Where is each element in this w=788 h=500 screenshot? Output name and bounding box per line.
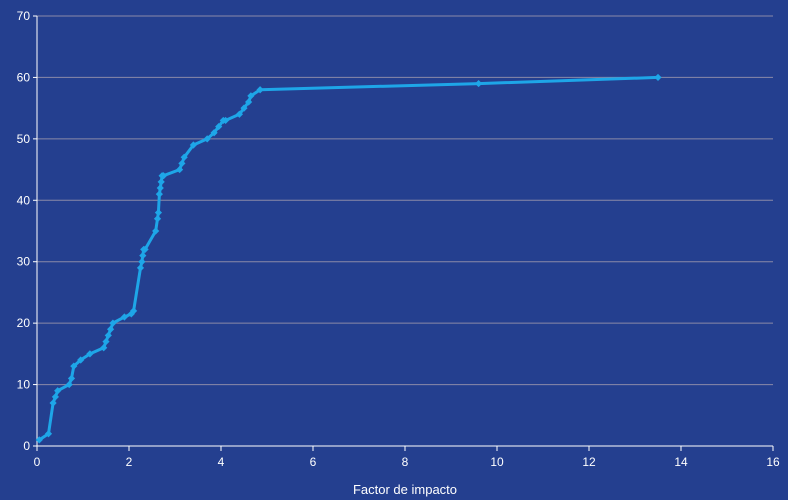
data-point-marker (49, 399, 57, 407)
gridlines (37, 15, 773, 386)
x-tick-label: 6 (310, 455, 317, 469)
data-point-marker (156, 184, 164, 192)
data-point-marker (152, 227, 160, 235)
x-tick-label: 16 (766, 455, 780, 469)
data-point-marker (136, 264, 145, 272)
data-point-marker (154, 208, 163, 217)
data-point-marker (215, 122, 223, 131)
x-tick-label: 8 (402, 455, 409, 469)
y-tick-label: 60 (17, 70, 31, 84)
y-tick-label: 10 (17, 378, 31, 392)
data-point-marker (157, 178, 165, 186)
data-point-marker (247, 92, 255, 100)
data-point-marker (203, 135, 211, 143)
x-tick-label: 14 (674, 455, 688, 469)
data-point-marker (102, 337, 110, 346)
data-point-marker (235, 110, 243, 118)
data-point-marker (51, 393, 59, 401)
data-point-marker (141, 245, 149, 254)
data-point-marker (189, 141, 197, 149)
y-tick-label: 70 (17, 9, 31, 23)
data-point-marker (180, 153, 188, 161)
data-point-marker (100, 344, 108, 352)
x-tick-label: 4 (218, 455, 225, 469)
x-tick-label: 2 (126, 455, 133, 469)
series-layer (35, 73, 662, 444)
x-tick-label: 10 (490, 455, 504, 469)
data-point-marker (178, 159, 186, 168)
y-tick-label: 40 (17, 193, 31, 207)
series-line (38, 75, 659, 442)
data-point-marker (245, 98, 253, 106)
data-point-marker (176, 165, 184, 174)
data-point-marker (67, 374, 76, 383)
data-point-marker (70, 362, 78, 370)
data-point-marker (109, 319, 117, 327)
y-tick-label: 0 (23, 439, 30, 453)
data-point-marker (130, 307, 138, 315)
data-point-marker (107, 325, 115, 333)
data-point-marker (256, 86, 264, 94)
y-tick-label: 50 (17, 132, 31, 146)
data-point-marker (86, 350, 94, 358)
data-point-marker (65, 380, 73, 389)
data-point-marker (120, 313, 128, 321)
data-point-marker (654, 73, 662, 82)
data-point-marker (44, 430, 53, 438)
data-point-marker (153, 215, 162, 223)
y-tick-label: 20 (17, 316, 31, 330)
data-point-marker (159, 172, 168, 180)
data-point-marker (35, 436, 43, 444)
y-tick-label: 30 (17, 255, 31, 269)
data-point-marker (210, 129, 218, 137)
data-point-marker (138, 258, 146, 266)
data-point-marker (104, 331, 112, 340)
data-point-marker (54, 387, 62, 395)
x-tick-label: 12 (582, 455, 596, 469)
data-point-marker (475, 79, 483, 88)
data-point-marker (240, 104, 248, 112)
axes: 0 10 20 30 40 50 60 70 0 2 4 6 8 10 12 14 16 (17, 9, 780, 469)
data-point-marker (222, 116, 230, 125)
x-axis-title: Factor de impacto (353, 482, 457, 497)
data-point-marker (139, 251, 147, 260)
data-point-marker (155, 190, 163, 198)
x-tick-label: 0 (34, 455, 41, 469)
data-point-marker (77, 356, 85, 364)
